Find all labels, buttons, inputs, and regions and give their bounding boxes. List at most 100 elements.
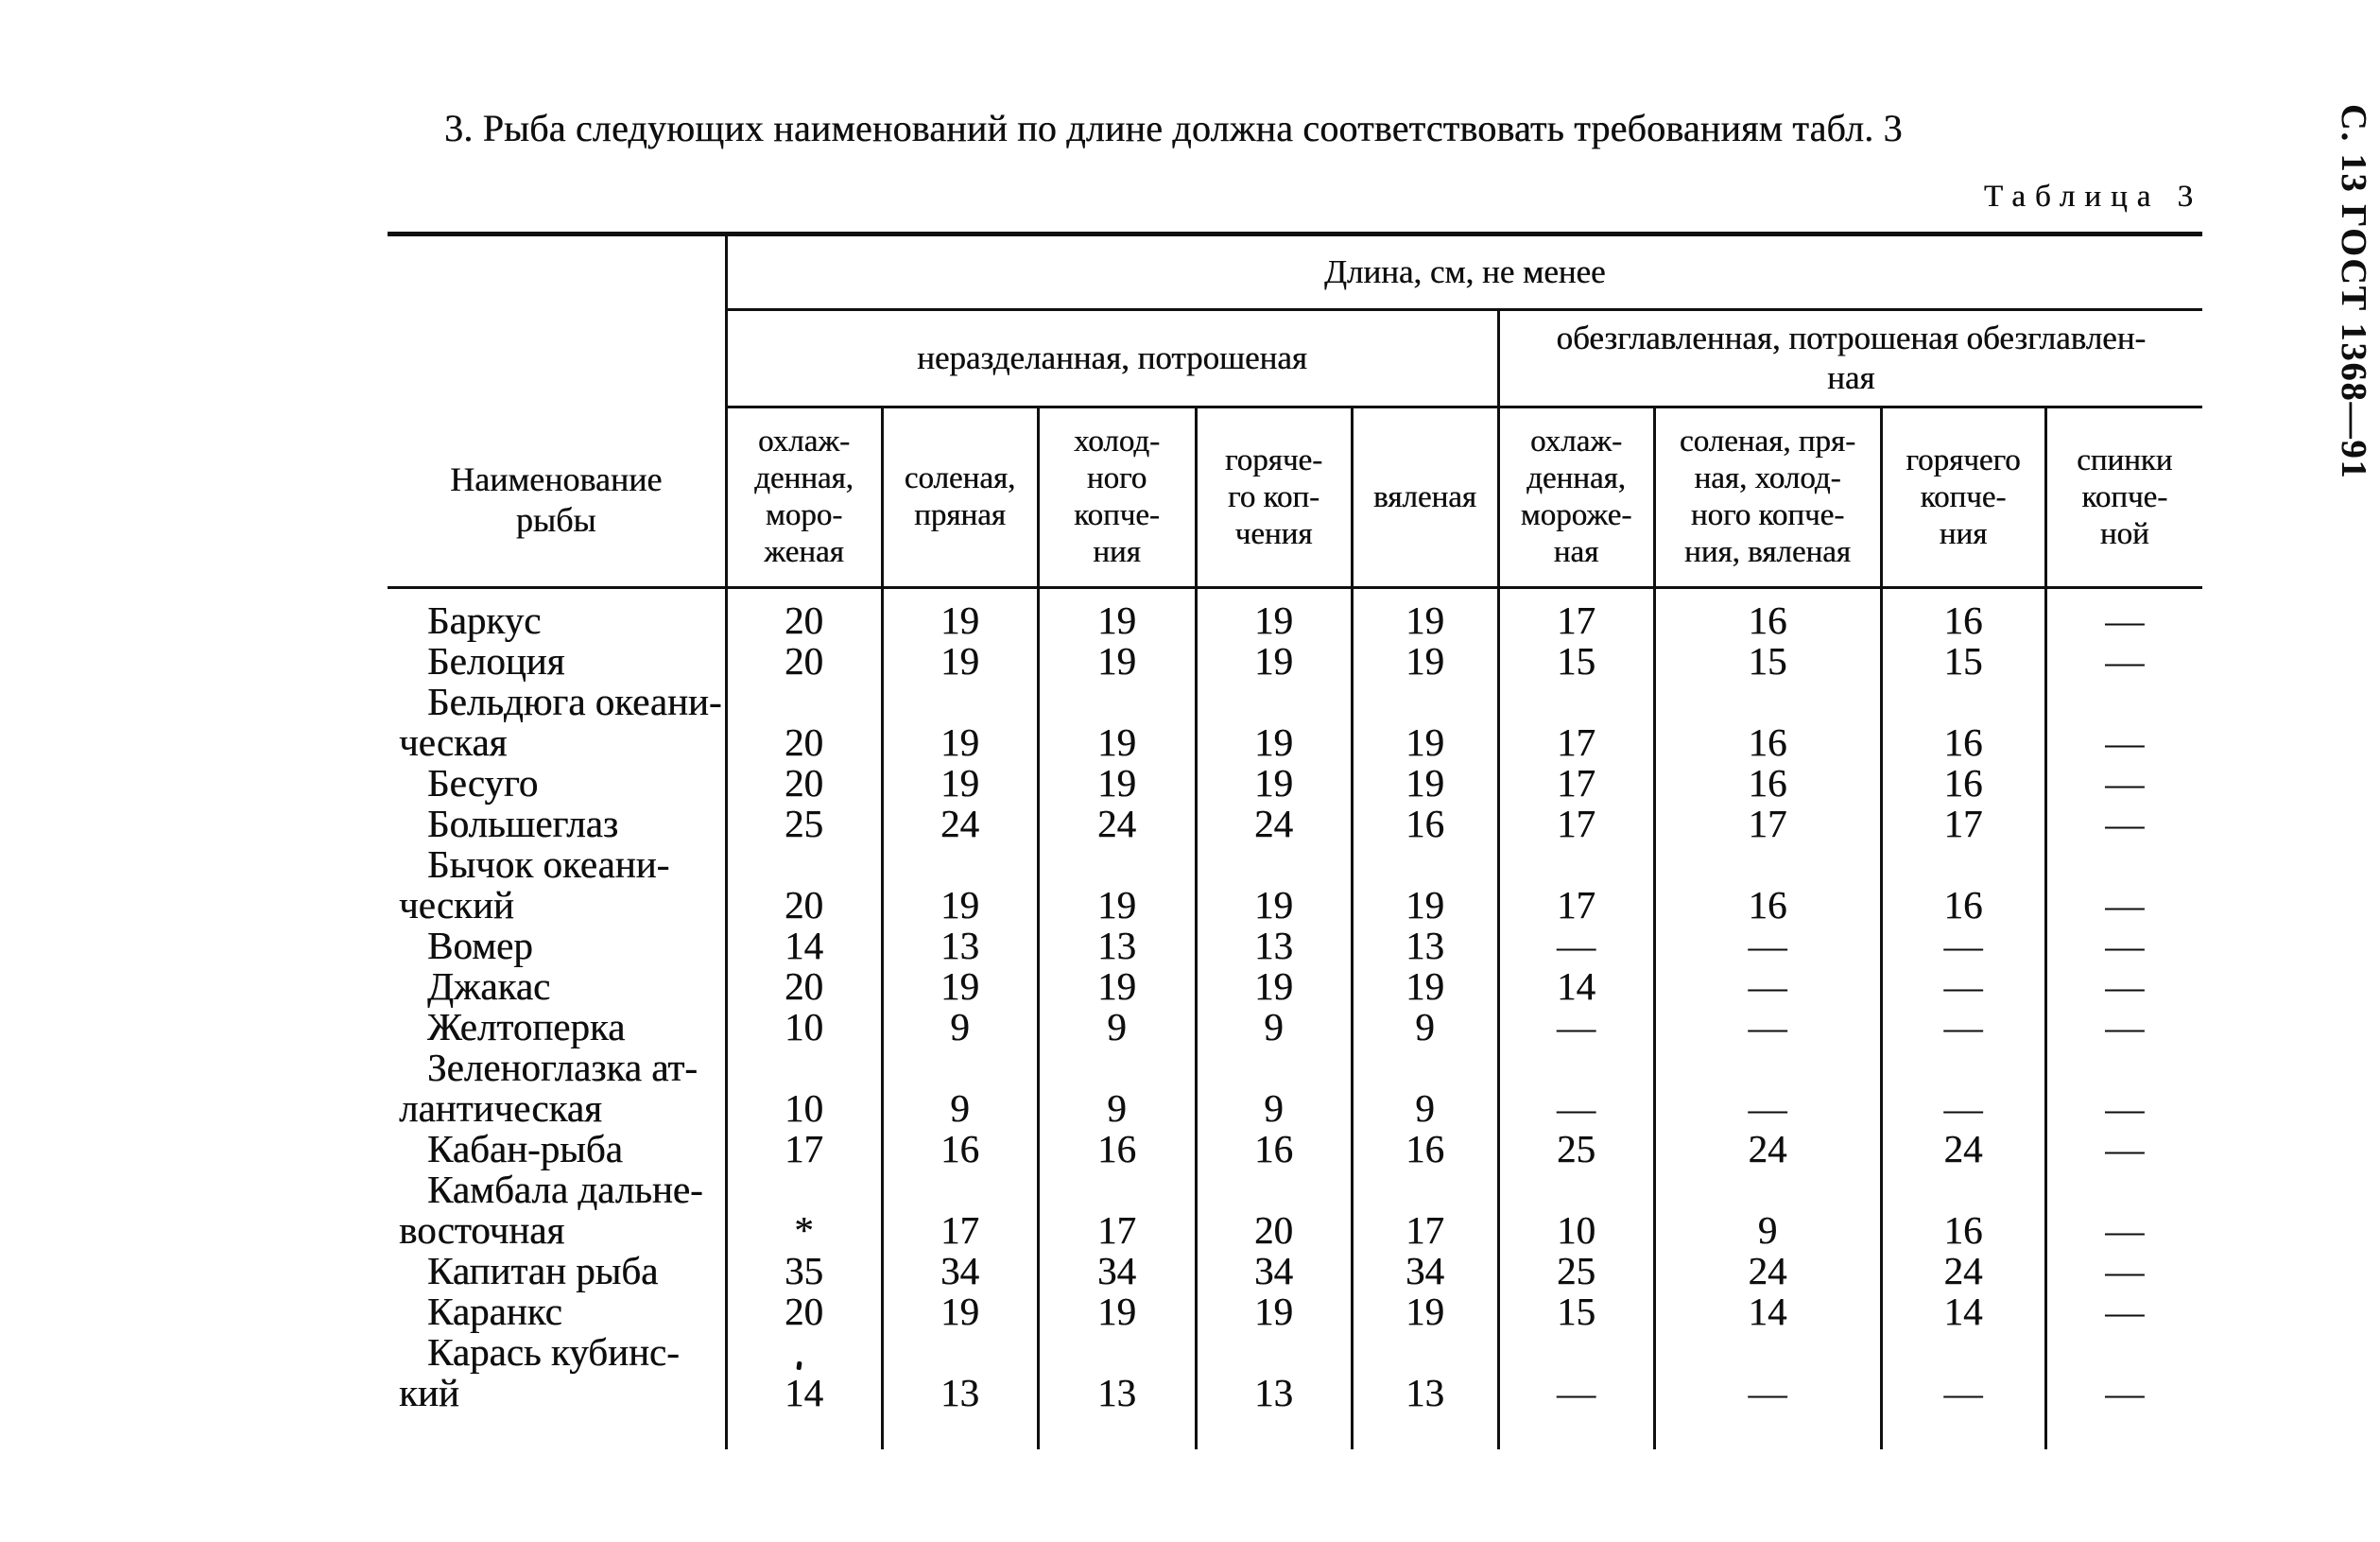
- length-value: 24: [1652, 1129, 1881, 1169]
- length-value: 16: [1652, 763, 1881, 804]
- length-value: 16: [1036, 1129, 1196, 1169]
- length-value: 19: [1194, 641, 1352, 682]
- table-row: Большеглаз 25 24 24 24 16 17 17 17—: [388, 802, 2203, 845]
- length-value: 16: [1879, 587, 2045, 641]
- length-value: 20: [724, 641, 882, 682]
- length-value: 9: [1350, 1007, 1498, 1048]
- length-value: 19: [1194, 682, 1352, 763]
- length-value: 17: [1496, 763, 1654, 804]
- length-value: 19: [1194, 844, 1352, 926]
- fish-name: Зеленоглазка ат- лантическая: [399, 1046, 698, 1130]
- length-value: 13: [1194, 926, 1352, 966]
- length-value: 19: [1350, 682, 1498, 763]
- length-value: 10: [724, 1007, 882, 1048]
- length-value: 15: [1496, 1291, 1654, 1332]
- length-value: —: [1652, 1332, 1881, 1449]
- length-value: 9: [1036, 1007, 1196, 1048]
- length-value: —: [2044, 804, 2203, 844]
- length-value: 9: [1194, 1007, 1352, 1048]
- length-value: 34: [1036, 1251, 1196, 1291]
- length-value: 24: [1652, 1251, 1881, 1291]
- length-value: 14: [1652, 1291, 1881, 1332]
- length-value: 19: [1036, 682, 1196, 763]
- length-value: 19: [1194, 587, 1352, 641]
- length-value: 16: [880, 1129, 1038, 1169]
- length-value: 15: [1652, 641, 1881, 682]
- length-value: 13: [1194, 1332, 1352, 1449]
- header-row-length: Наименование рыбы Длина, см, не менее: [388, 234, 2203, 589]
- length-value: 16: [1879, 844, 2045, 926]
- length-value: 19: [880, 844, 1038, 926]
- length-value: 24: [880, 804, 1038, 844]
- length-value: 19: [1350, 587, 1498, 641]
- length-value: 17: [1879, 804, 2045, 844]
- length-value: —: [1496, 1007, 1654, 1048]
- length-value: 16: [1879, 682, 2045, 763]
- length-value: 20: [724, 1291, 882, 1332]
- length-value: —: [2044, 641, 2203, 682]
- length-value: 19: [1194, 763, 1352, 804]
- fish-name: Карась кубинс- кий: [399, 1330, 680, 1414]
- length-value: —: [2044, 682, 2203, 763]
- column-header-8: спинки копче- ной: [2044, 407, 2203, 589]
- column-header-2: холод- ного копче- ния: [1036, 407, 1196, 589]
- length-value: 16: [1879, 1169, 2045, 1251]
- page-side-label: С. 13 ГОСТ 1368—91: [2334, 104, 2373, 480]
- length-value: 19: [1036, 1291, 1196, 1332]
- length-value: 19: [880, 587, 1038, 641]
- table-row: Джакас 20 19 19 19 19 14— — —: [388, 964, 2203, 1008]
- fish-name: Большеглаз: [427, 802, 619, 845]
- length-value: —: [2044, 1007, 2203, 1048]
- length-value: 16: [1652, 682, 1881, 763]
- table-row: Карась кубинс- кий 14 13 13 13 13— — — —: [388, 1330, 2203, 1449]
- length-value: —: [1879, 1332, 2045, 1449]
- fish-name: Каранкс: [427, 1290, 562, 1333]
- length-value: 16: [1350, 804, 1498, 844]
- table-row: Желтоперка 10 9 9 9 9— — — —: [388, 1005, 2203, 1048]
- fish-name: Желтоперка: [427, 1005, 626, 1048]
- table-row: Бычок океани- ческий 20 19 19 19 19 17 16 16—: [388, 844, 2203, 926]
- length-value: 9: [1652, 1169, 1881, 1251]
- length-value: 17: [1496, 804, 1654, 844]
- column-header-7: горячего копче- ния: [1879, 407, 2045, 589]
- length-value: 19: [880, 682, 1038, 763]
- length-value: 17: [1496, 682, 1654, 763]
- length-value: *: [724, 1169, 882, 1251]
- fish-name: Джакас: [427, 964, 551, 1008]
- length-value: 19: [880, 966, 1038, 1007]
- length-value: —: [1879, 966, 2045, 1007]
- length-value: 35: [724, 1251, 882, 1291]
- length-value: 25: [1496, 1251, 1654, 1291]
- length-value: 9: [1194, 1048, 1352, 1129]
- length-value: 24: [1879, 1129, 2045, 1169]
- length-value: 17: [724, 1129, 882, 1169]
- length-value: 17: [1036, 1169, 1196, 1251]
- length-value: 20: [724, 966, 882, 1007]
- length-value: 24: [1879, 1251, 2045, 1291]
- length-value: 19: [1350, 844, 1498, 926]
- length-value: 20: [1194, 1169, 1352, 1251]
- column-header-0: охлаж- денная, моро- женая: [724, 407, 882, 589]
- length-value: 17: [1652, 804, 1881, 844]
- column-header-6: соленая, пря- ная, холод- ного копче- ни…: [1652, 407, 1881, 589]
- table-row: Белоция 20 19 19 19 19 15 15 15—: [388, 641, 2203, 682]
- length-value: 19: [880, 763, 1038, 804]
- length-value: —: [2044, 1048, 2203, 1129]
- length-value: —: [1496, 1332, 1654, 1449]
- length-value: —: [2044, 587, 2203, 641]
- length-value: —: [1496, 1048, 1654, 1129]
- table-row: Зеленоглазка ат- лантическая 10 9 9 9 9— — — —: [388, 1046, 2203, 1130]
- column-header-fish-name: Наименование рыбы: [388, 234, 726, 589]
- column-group-length: Длина, см, не менее: [724, 234, 2203, 311]
- length-value: 19: [1350, 1291, 1498, 1332]
- length-value: 13: [880, 926, 1038, 966]
- length-value: 20: [724, 682, 882, 763]
- fish-name: Вомер: [427, 924, 533, 967]
- column-header-4: вяленая: [1350, 407, 1498, 589]
- length-value: —: [2044, 926, 2203, 966]
- length-value: 9: [1036, 1048, 1196, 1129]
- length-value: 20: [724, 587, 882, 641]
- length-value: —: [2044, 844, 2203, 926]
- length-value: 25: [1496, 1129, 1654, 1169]
- length-value: —: [1879, 1007, 2045, 1048]
